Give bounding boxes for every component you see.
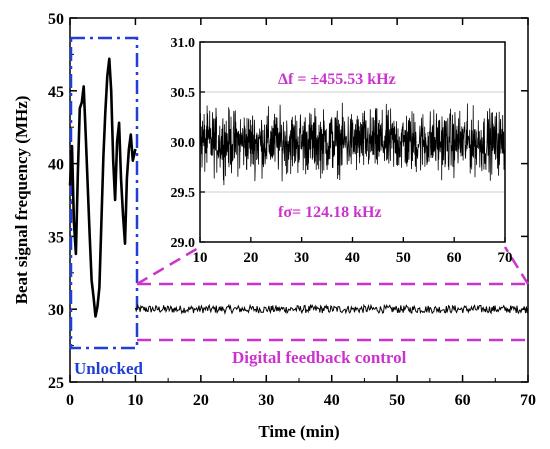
main-x-tick-label: 20 [193,392,209,409]
feedback-label: Digital feedback control [232,348,407,367]
main-y-tick-label: 45 [48,84,64,101]
series-unlocked-line [68,57,137,318]
inset-y-axis: 29.0 29.5 30.0 30.5 31.0 [171,36,205,251]
inset-series-line [199,102,506,186]
unlocked-label: Unlocked [74,359,144,378]
main-x-tick-label: 30 [258,392,274,409]
main-y-tick-label: 30 [48,302,64,319]
inset-x-axis: 10 20 30 40 50 60 70 [193,237,513,266]
inset-x-tick-label: 20 [243,250,258,266]
main-y-tick-label: 35 [48,229,64,246]
inset-f-sigma-annotation: fσ= 124.18 kHz [278,204,382,221]
inset-x-tick-label: 70 [498,250,513,266]
inset-x-tick-label: 10 [193,250,208,266]
main-x-axis-label: Time (min) [258,422,339,441]
series-locked-line [134,303,529,315]
inset-x-tick-label: 40 [345,250,360,266]
main-x-tick-label: 60 [455,392,471,409]
inset-delta-f-annotation: Δf = ±455.53 kHz [278,71,396,88]
inset-y-tick-label: 29.0 [171,236,196,251]
main-x-tick-label: 0 [66,392,74,409]
inset-x-tick-label: 50 [396,250,411,266]
unlocked-region-box [69,36,139,350]
main-y-tick-label: 40 [48,157,64,174]
inset-y-tick-label: 30.5 [171,86,196,101]
main-x-tick-label: 40 [324,392,340,409]
inset-x-tick-label: 60 [447,250,462,266]
inset-x-tick-label: 30 [294,250,309,266]
main-y-axis-label: Beat signal frequency (MHz) [12,96,31,305]
main-x-tick-label: 70 [520,392,536,409]
main-x-axis: 0 10 20 30 40 50 60 70 [66,18,536,409]
inset-y-tick-label: 31.0 [171,36,196,51]
zoom-connector-left [136,245,201,286]
inset-y-tick-label: 29.5 [171,186,196,201]
main-x-tick-label: 10 [127,392,143,409]
main-x-tick-label: 50 [389,392,405,409]
main-y-tick-label: 25 [48,375,64,392]
inset-y-tick-label: 30.0 [171,136,196,151]
main-y-tick-label: 50 [48,11,64,28]
zoom-connector-right [503,246,530,285]
main-y-axis: 25 30 35 40 45 50 [48,11,528,392]
